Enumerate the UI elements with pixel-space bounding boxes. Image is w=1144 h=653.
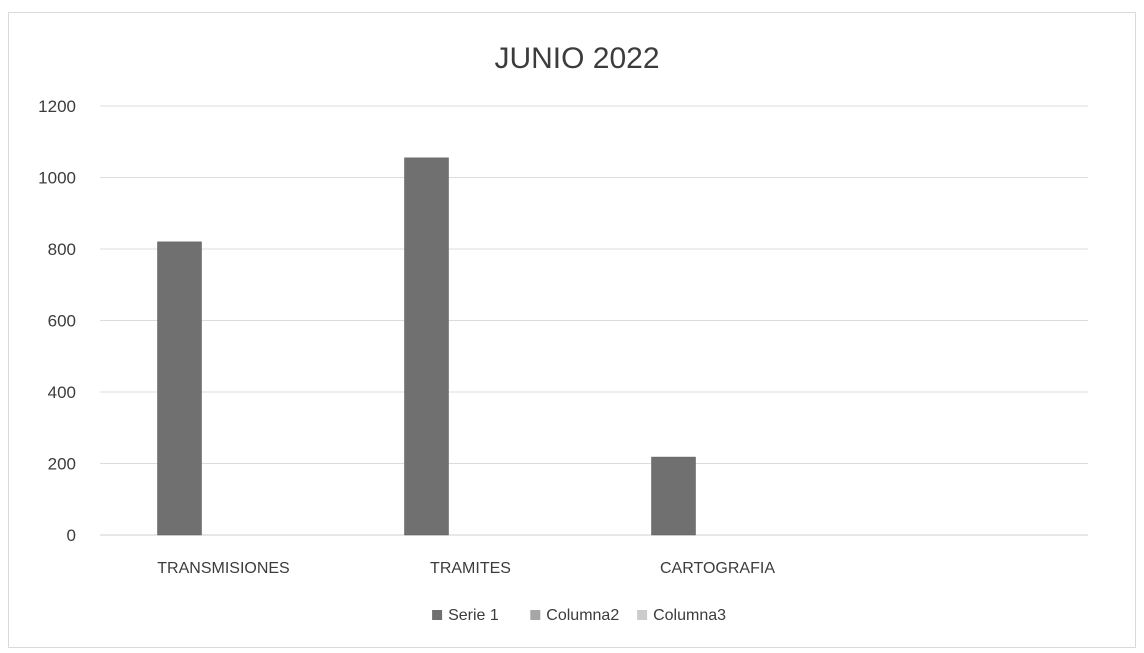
y-tick-label-800: 800 <box>48 240 76 259</box>
legend-label-columna2: Columna2 <box>546 607 619 624</box>
bar-tramites-serie-1 <box>404 157 449 536</box>
legend-swatch-columna2 <box>530 610 541 620</box>
legend-label-columna3: Columna3 <box>653 607 726 624</box>
x-category-label-cartografia: CARTOGRAFIA <box>660 560 775 577</box>
x-category-label-transmisiones: TRANSMISIONES <box>157 560 289 577</box>
y-axis-ticks: 0 200 400 600 800 1000 1200 <box>38 97 76 545</box>
legend-swatch-columna3 <box>637 610 648 620</box>
bars <box>157 157 696 536</box>
gridlines <box>100 105 1088 536</box>
y-tick-label-1000: 1000 <box>38 169 76 188</box>
legend-label-serie-1: Serie 1 <box>448 607 499 624</box>
bar-cartografia-serie-1 <box>651 456 696 536</box>
x-category-label-tramites: TRAMITES <box>430 560 511 577</box>
legend: Serie 1 Columna2 Columna3 <box>432 607 726 624</box>
y-tick-label-0: 0 <box>67 526 76 545</box>
y-tick-label-400: 400 <box>48 383 76 402</box>
y-tick-label-600: 600 <box>48 312 76 331</box>
bar-transmisiones-serie-1 <box>157 241 202 536</box>
y-tick-label-1200: 1200 <box>38 97 76 116</box>
x-axis-categories: TRANSMISIONES TRAMITES CARTOGRAFIA <box>157 560 775 577</box>
legend-swatch-serie-1 <box>432 610 443 620</box>
y-tick-label-200: 200 <box>48 455 76 474</box>
chart-title: JUNIO 2022 <box>494 42 659 75</box>
